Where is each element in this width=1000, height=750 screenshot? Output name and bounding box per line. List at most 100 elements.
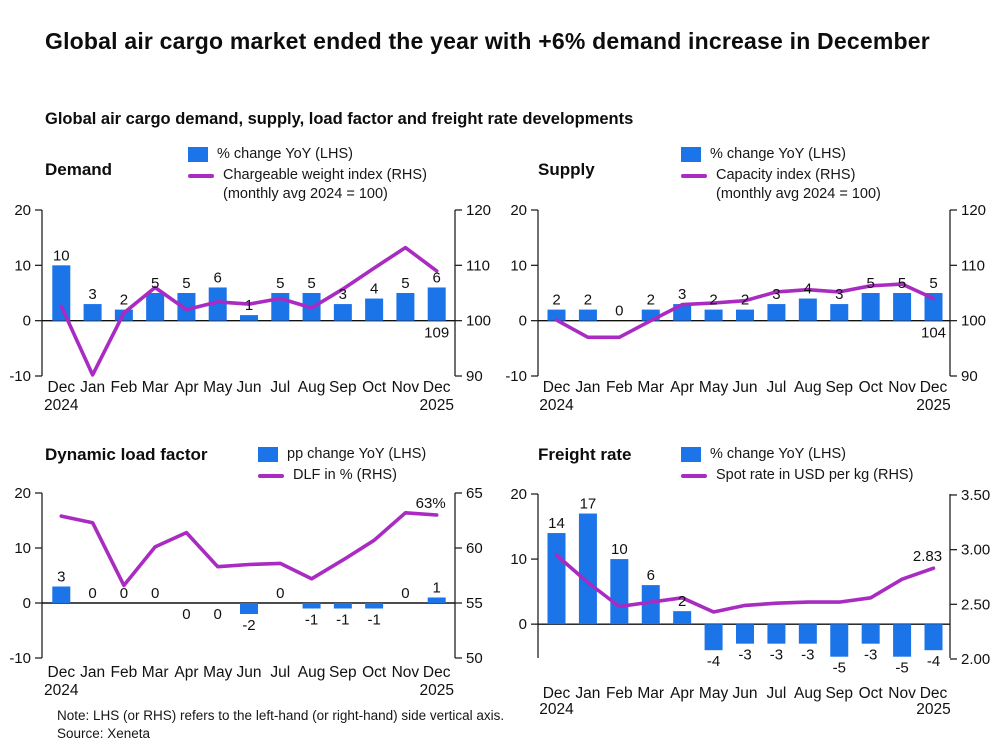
bar-value-label: -3 [770,647,783,664]
supply-bar-Dec [924,293,943,321]
x-axis-label: May [699,685,729,702]
left-axis-tick-label: 10 [510,257,527,274]
right-axis-tick-label: 120 [961,202,986,219]
freight-plot: 20 10 0 3.50 3.00 2.50 2.00 14 17 10 6 2 -4 -3 -3 -3 -5 -… [510,486,990,718]
x-axis-label: Sep [329,379,357,396]
legend-line-label: Capacity index (RHS) [716,167,856,183]
left-axis-tick-label: 10 [14,257,31,274]
legend-row-bars: % change YoY (LHS) [681,445,913,464]
demand-bar-Jan [83,304,102,321]
right-axis-tick-label: 120 [466,202,491,219]
line-end-label: 63% [416,495,446,512]
bar-series-swatch [258,447,278,462]
bar-series-swatch [188,147,208,162]
bar-value-label: 0 [182,606,190,623]
bar-value-label: -5 [833,660,846,677]
bar-value-label: 2 [552,292,560,309]
line-end-label: 104 [921,325,946,342]
x-axis-label: Dec [543,685,571,702]
x-axis-label: May [203,664,233,681]
demand-bar-Nov [396,293,415,321]
supply-trend-line [554,282,936,340]
bar-value-label: -3 [738,647,751,664]
bar-value-label: -5 [895,660,908,677]
freight-bar-Dec [547,533,566,625]
bar-value-label: 3 [835,286,843,303]
bar-value-label: 0 [276,585,284,602]
legend-bar-label: % change YoY (LHS) [710,446,846,462]
x-axis-label: Sep [825,379,853,396]
legend-bar-label: % change YoY (LHS) [710,146,846,162]
right-axis-tick-label: 2.00 [961,651,990,668]
x-axis-label: Apr [174,379,198,396]
line-series-swatch [188,174,214,178]
legend-line-note: (monthly avg 2024 = 100) [223,186,388,202]
x-axis-label: Apr [670,685,694,702]
left-axis-tick-label: 10 [14,540,31,557]
right-axis-tick-label: 100 [961,313,986,330]
legend-line-note: (monthly avg 2024 = 100) [716,186,881,202]
bar-value-label: 3 [339,286,347,303]
dlf-bar-Aug [302,603,321,609]
line-series-swatch [258,474,284,478]
x-axis-year-start: 2024 [44,682,79,699]
supply-bar-Oct [861,293,880,321]
x-axis-label: Jun [236,379,261,396]
left-axis-tick-label: -10 [505,368,527,385]
line-series-swatch [681,174,707,178]
x-axis-label: Aug [298,664,326,681]
bar-value-label: 2 [709,292,717,309]
x-axis-label: Jan [80,664,105,681]
x-axis-label: Dec [48,379,76,396]
freight-bar-Apr [673,611,692,625]
bar-value-label: 6 [647,567,655,584]
bar-value-label: 1 [433,580,441,597]
legend-row-line: Spot rate in USD per kg (RHS) [681,466,913,485]
bar-value-label: 6 [433,269,441,286]
x-axis-label: Sep [329,664,357,681]
right-axis-tick-label: 60 [466,540,483,557]
bar-value-label: -4 [707,653,720,670]
supply-bar-Dec [547,309,566,321]
freight-bar-Jul [767,624,786,644]
footnote: Note: LHS (or RHS) refers to the left-ha… [57,708,505,723]
x-axis-label: Dec [920,685,948,702]
freight-bar-Aug [798,624,817,644]
line-end-label: 109 [424,325,449,342]
right-axis-tick-label: 3.00 [961,542,990,559]
right-axis-tick-label: 50 [466,650,483,667]
right-axis-tick-label: 2.50 [961,596,990,613]
right-axis-tick-label: 90 [961,368,978,385]
supply-bar-May [704,309,723,321]
x-axis-label: May [203,379,233,396]
freight-bar-Feb [610,559,629,625]
bar-value-label: 10 [611,541,628,558]
bar-value-label: 0 [214,606,222,623]
x-axis-label: Nov [392,379,420,396]
x-axis-year-start: 2024 [44,397,79,414]
x-axis-label: Aug [794,685,822,702]
bar-value-label: 0 [120,585,128,602]
dlf-bar-Oct [365,603,384,609]
bar-series-swatch [681,447,701,462]
legend-line-label: DLF in % (RHS) [293,467,397,483]
freight-bar-Nov [893,624,912,657]
demand-bar-Dec [427,287,446,321]
x-axis-label: Dec [543,379,571,396]
x-axis-label: Oct [362,379,387,396]
bar-value-label: -1 [336,612,349,629]
bar-value-label: 2 [741,292,749,309]
bar-value-label: 2 [120,292,128,309]
x-axis-label: Jul [270,379,290,396]
bar-value-label: 0 [151,585,159,602]
x-axis-label: Mar [637,685,664,702]
bar-value-label: 5 [929,275,937,292]
legend-row-bars: pp change YoY (LHS) [258,445,426,464]
left-axis-tick-label: 0 [519,313,527,330]
x-axis-label: Jan [575,379,600,396]
x-axis-label: Jan [80,379,105,396]
line-series-swatch [681,474,707,478]
